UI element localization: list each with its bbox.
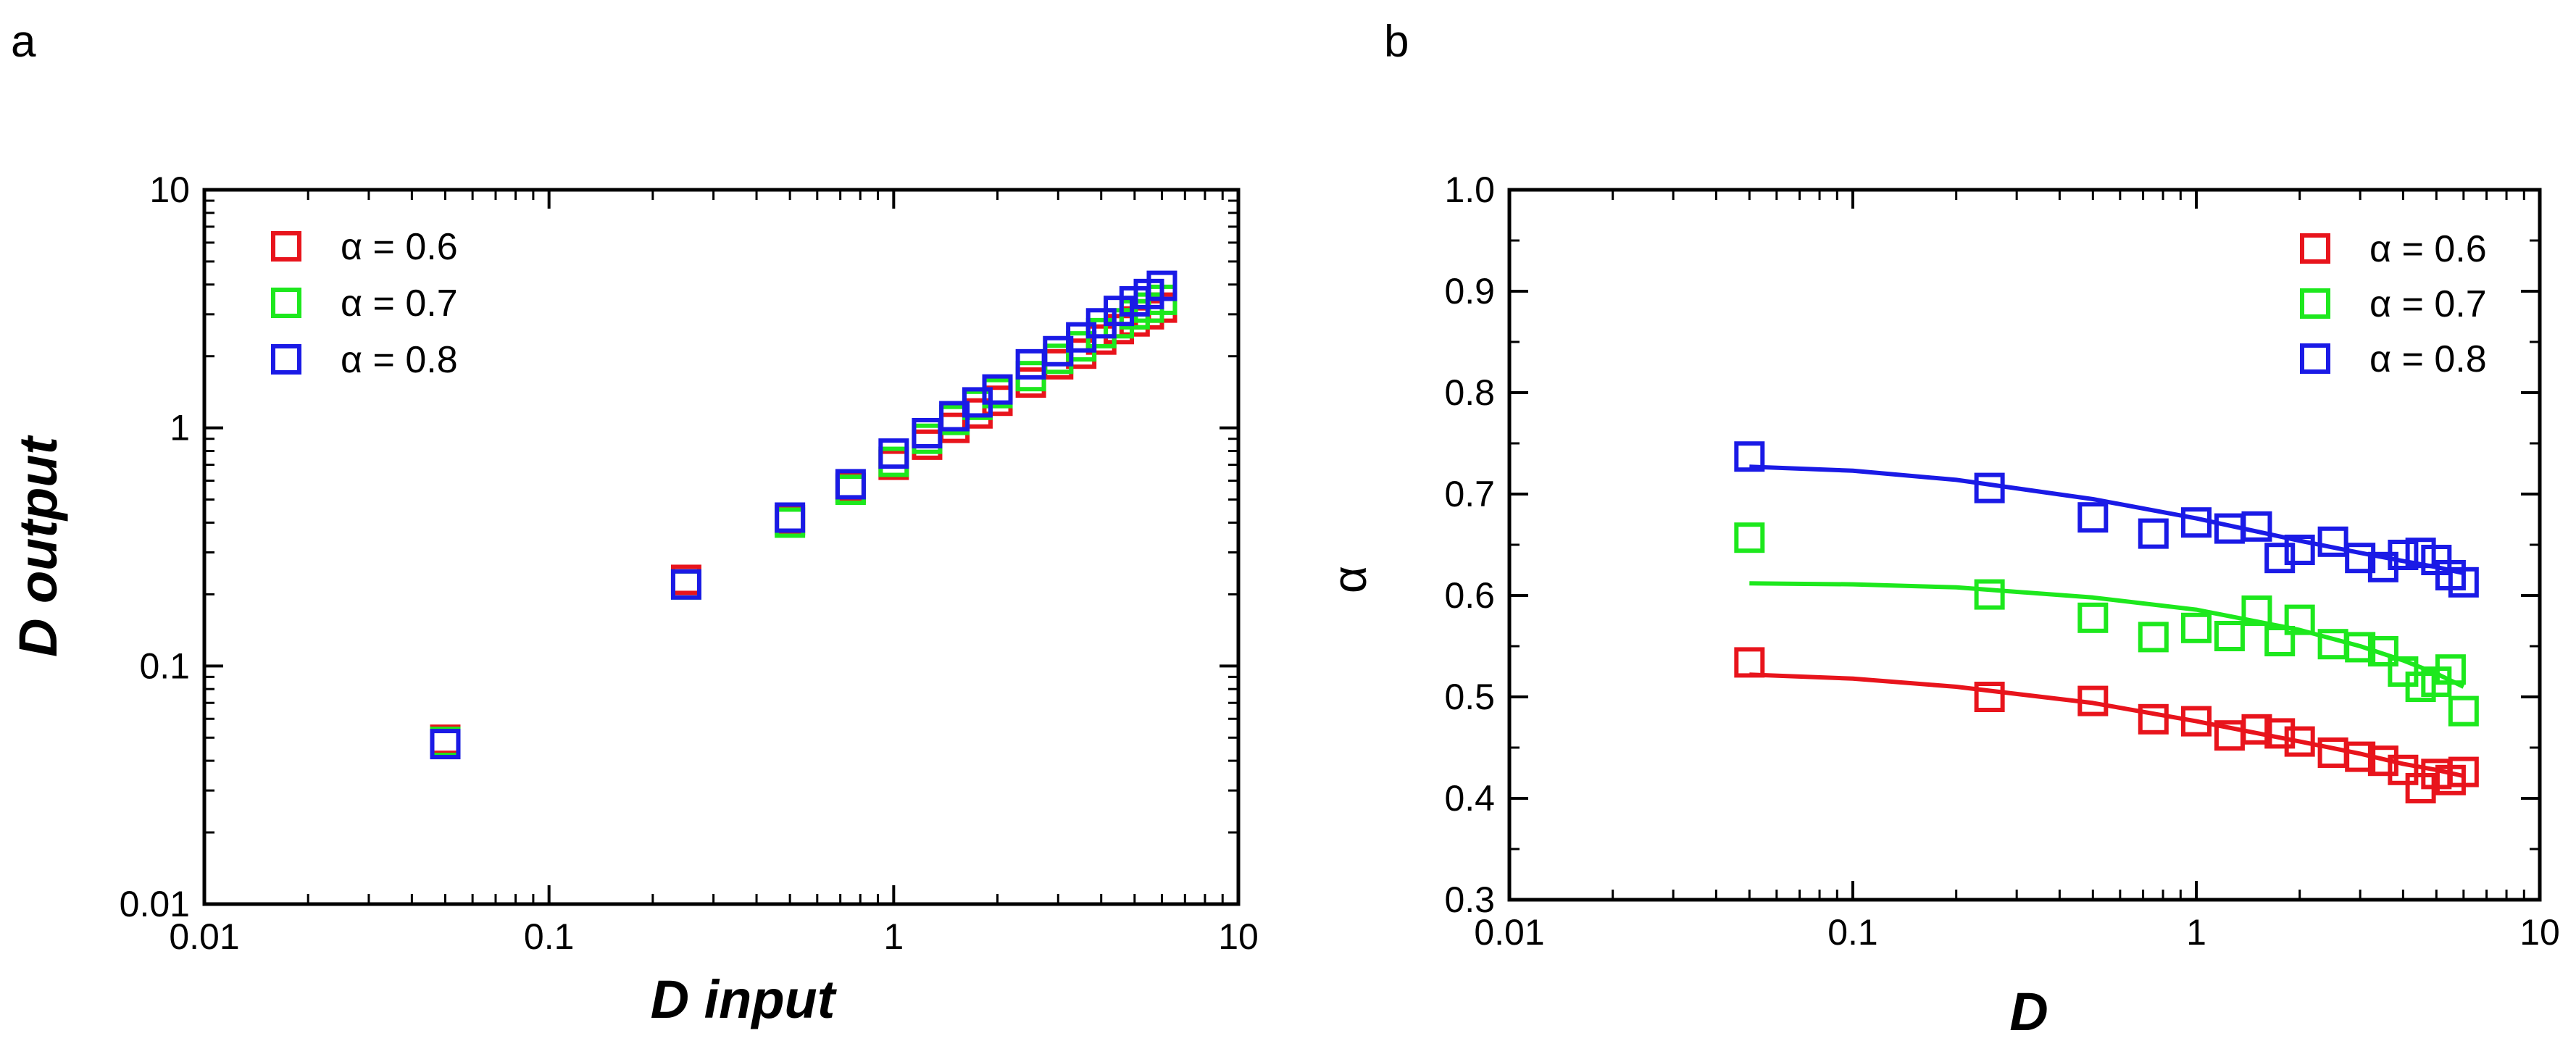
legend-marker-red: [271, 231, 301, 262]
data-point-red: [2388, 754, 2419, 785]
data-point-red: [2077, 685, 2109, 716]
legend-marker-red: [2300, 233, 2330, 264]
data-point-blue: [1146, 270, 1177, 301]
data-point-blue: [2284, 535, 2315, 565]
legend-marker-green: [271, 288, 301, 318]
legend-marker-blue: [271, 344, 301, 375]
data-point-red: [2264, 718, 2296, 749]
data-point-blue: [2241, 511, 2272, 542]
data-point-red: [1974, 682, 2005, 712]
data-point-red: [2317, 737, 2348, 768]
panel-a-plot-frame: [202, 188, 1241, 906]
data-point-blue: [2181, 507, 2212, 538]
data-point-blue: [912, 417, 943, 448]
x-tick-label: 0.1: [524, 916, 575, 957]
y-tick-label: 0.6: [1444, 575, 1495, 616]
y-tick-label: 1.0: [1444, 170, 1495, 210]
y-tick-label: 0.5: [1444, 677, 1495, 717]
data-point-green: [1974, 579, 2005, 610]
panel-b-label: b: [1384, 17, 1409, 67]
data-point-green: [2367, 636, 2398, 666]
data-point-green: [2214, 621, 2245, 651]
x-tick-label: 0.01: [169, 916, 239, 957]
data-point-green: [2181, 612, 2212, 643]
data-point-blue: [775, 502, 806, 533]
y-tick-label: 0.01: [120, 884, 190, 924]
data-point-blue: [1104, 296, 1135, 327]
y-tick-label: 0.4: [1444, 778, 1495, 819]
y-tick-label: 0.3: [1444, 879, 1495, 920]
data-point-green: [2284, 604, 2315, 635]
data-point-red: [2345, 741, 2376, 772]
legend-marker-green: [2300, 288, 2330, 319]
panel-b-plot-frame: [1507, 188, 2542, 902]
data-point-blue: [2077, 502, 2109, 533]
data-point-blue: [835, 469, 866, 500]
data-point-red: [2138, 703, 2169, 735]
data-point-blue: [670, 569, 701, 600]
data-point-red: [2367, 745, 2398, 777]
data-point-red: [1015, 367, 1046, 398]
x-tick-label: 0.01: [1474, 912, 1544, 953]
data-point-blue: [2405, 538, 2436, 569]
data-point-blue: [2388, 540, 2419, 570]
data-point-red: [2284, 726, 2315, 757]
data-point-blue: [2138, 518, 2169, 549]
panel-b-points: [1734, 441, 2479, 803]
data-point-green: [2448, 695, 2479, 727]
data-point-green: [2241, 595, 2272, 626]
panel-a-ylabel: D output: [8, 435, 68, 657]
data-point-green: [2435, 654, 2466, 685]
fit-line-green: [1749, 581, 2465, 689]
x-tick-label: 0.1: [1827, 912, 1878, 953]
data-point-blue: [1974, 472, 2005, 503]
data-point-green: [2264, 626, 2296, 656]
data-point-green: [1734, 522, 1765, 553]
legend-label: α = 0.6: [2369, 228, 2487, 270]
fit-line-red: [1749, 672, 2464, 779]
data-point-blue: [982, 374, 1013, 405]
x-tick-label: 10: [2519, 912, 2560, 953]
legend-label: α = 0.7: [2369, 283, 2487, 325]
data-point-green: [2077, 602, 2109, 633]
data-point-red: [2181, 706, 2212, 737]
data-point-blue: [2317, 526, 2348, 557]
data-point-red: [2448, 756, 2479, 787]
panel-a-xlabel: D input: [651, 969, 838, 1029]
legend-marker-blue: [2300, 343, 2330, 374]
data-point-blue: [2264, 543, 2296, 574]
legend-label: α = 0.8: [2369, 338, 2487, 380]
data-point-blue: [2448, 567, 2479, 598]
panel-a-label: a: [11, 17, 36, 67]
panel-a-legend: α = 0.6 α = 0.7 α = 0.8: [271, 226, 458, 381]
data-point-blue: [2345, 543, 2376, 574]
legend-label: α = 0.6: [341, 226, 458, 268]
data-point-red: [1734, 647, 1765, 678]
data-point-blue: [1734, 441, 1765, 472]
data-point-blue: [878, 438, 909, 469]
y-tick-label: 10: [149, 170, 190, 210]
x-tick-label: 1: [2186, 912, 2206, 953]
y-tick-label: 1: [170, 408, 190, 448]
panel-a-points: [430, 270, 1177, 760]
data-point-green: [2405, 672, 2436, 702]
panel-b-legend: α = 0.6 α = 0.7 α = 0.8: [2300, 228, 2487, 380]
x-tick-label: 10: [1218, 916, 1259, 957]
panel-b-xlabel: D: [2009, 982, 2048, 1041]
x-tick-label: 1: [883, 916, 904, 957]
data-point-red: [2241, 714, 2272, 745]
legend-label: α = 0.7: [341, 283, 458, 325]
data-point-blue: [430, 729, 461, 760]
y-tick-label: 0.7: [1444, 474, 1495, 514]
data-point-green: [2345, 632, 2376, 663]
panel-b-ylabel: α: [1322, 566, 1376, 593]
panel-b: b 0.01 0.1 1 10 0.3 0.4 0.5 0.6 0.7 0.8 0.9 1.0 α =…: [1322, 17, 2560, 1041]
y-tick-label: 0.8: [1444, 372, 1495, 413]
y-tick-label: 0.9: [1444, 271, 1495, 312]
legend-label: α = 0.8: [341, 339, 458, 381]
data-point-green: [2138, 622, 2169, 653]
y-tick-label: 0.1: [139, 645, 190, 686]
